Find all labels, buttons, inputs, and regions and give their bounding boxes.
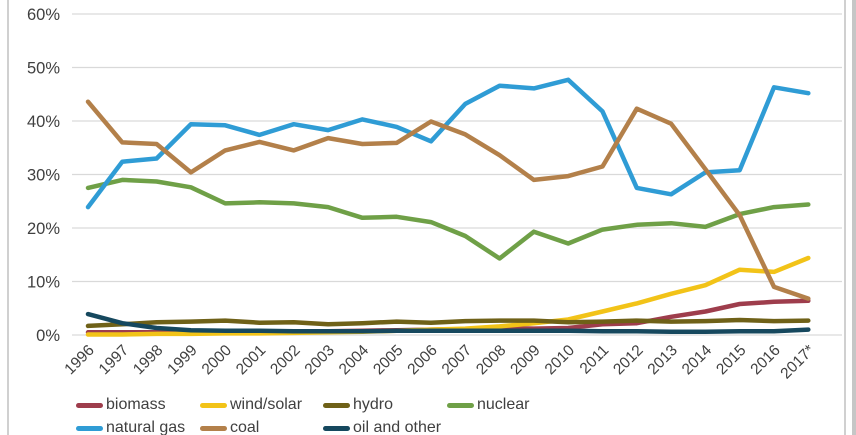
x-axis-tick-label: 2014 bbox=[679, 342, 716, 379]
x-axis-tick-label: 2010 bbox=[542, 342, 579, 379]
x-axis-tick-label: 2007 bbox=[439, 342, 475, 378]
x-axis-tick-label: 2002 bbox=[267, 342, 303, 378]
page-edge-band bbox=[852, 0, 856, 435]
x-axis-tick-label: 1998 bbox=[130, 342, 166, 378]
x-axis-tick-label: 2006 bbox=[404, 342, 440, 378]
x-axis-tick-label: 2005 bbox=[370, 342, 406, 378]
y-axis-tick-label: 50% bbox=[27, 60, 60, 78]
y-axis-tick-label: 10% bbox=[27, 274, 60, 292]
x-axis-tick-label: 2003 bbox=[302, 342, 338, 378]
y-axis-tick-label: 20% bbox=[27, 220, 60, 238]
y-axis-tick-label: 40% bbox=[27, 113, 60, 131]
x-axis-tick-label: 2015 bbox=[713, 342, 749, 378]
x-axis-tick-label: 2004 bbox=[336, 342, 373, 379]
series-line-coal bbox=[85, 99, 811, 301]
x-axis-tick-label: 2012 bbox=[610, 342, 646, 378]
x-axis-tick-label: 2000 bbox=[199, 342, 236, 379]
x-axis-tick-label: 2008 bbox=[473, 342, 509, 378]
page-edge-left bbox=[7, 0, 9, 435]
x-axis-tick-label: 2009 bbox=[507, 342, 543, 378]
series-line-nuclear bbox=[85, 177, 811, 261]
x-axis-tick-label: 2001 bbox=[233, 342, 269, 378]
x-axis-tick-label: 1996 bbox=[61, 342, 97, 378]
page-edge-right bbox=[844, 0, 846, 435]
y-axis-tick-label: 0% bbox=[36, 327, 60, 345]
x-axis-tick-label: 1999 bbox=[164, 342, 200, 378]
series-line-natural-gas bbox=[85, 77, 811, 210]
x-axis-tick-label: 2013 bbox=[645, 342, 681, 378]
x-axis-tick-label: 2017* bbox=[777, 342, 818, 383]
y-axis-tick-label: 60% bbox=[27, 6, 60, 24]
series-line-oil-and-other bbox=[85, 311, 811, 335]
x-axis-tick-label: 1997 bbox=[96, 342, 132, 378]
series-line-hydro bbox=[85, 317, 811, 329]
y-axis-tick-label: 30% bbox=[27, 167, 60, 185]
x-axis-tick-label: 2011 bbox=[577, 342, 613, 378]
